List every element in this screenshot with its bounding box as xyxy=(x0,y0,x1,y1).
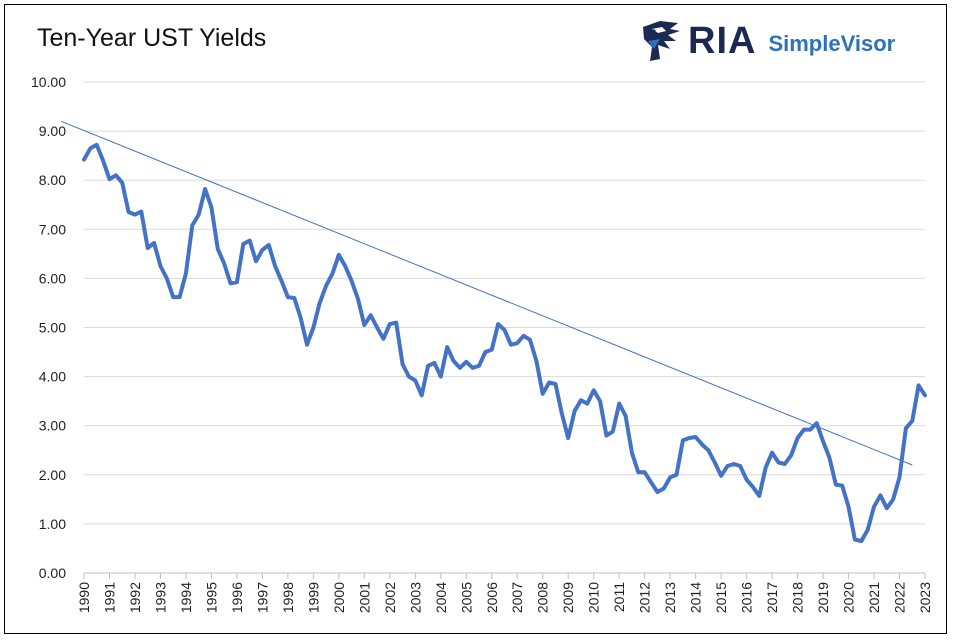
x-tick-label: 2017 xyxy=(764,582,780,613)
y-tick-label: 8.00 xyxy=(39,172,66,188)
x-tick-label: 1992 xyxy=(127,582,143,613)
x-tick-label: 1995 xyxy=(203,582,219,613)
x-tick-label: 2013 xyxy=(662,582,678,613)
x-tick-label: 2006 xyxy=(484,582,500,613)
eagle-logo-icon xyxy=(643,21,680,61)
x-tick-label: 2010 xyxy=(586,582,602,613)
x-tick-label: 2020 xyxy=(841,582,857,613)
x-tick-label: 1990 xyxy=(76,582,92,613)
x-tick-label: 2007 xyxy=(509,582,525,613)
x-tick-label: 1994 xyxy=(178,582,194,613)
x-tick-label: 2015 xyxy=(713,582,729,613)
x-tick-label: 1998 xyxy=(280,582,296,613)
logo-product-text: SimpleVisor xyxy=(768,31,896,56)
y-axis-tick-labels: 0.00 1.00 2.00 3.00 4.00 5.00 6.00 7.00 8.00 9.00… xyxy=(31,74,66,581)
y-tick-label: 3.00 xyxy=(39,418,66,434)
trendline xyxy=(60,120,913,466)
logo-brand-text: RIA xyxy=(688,19,757,62)
y-tick-label: 1.00 xyxy=(39,516,66,532)
x-tick-label: 2009 xyxy=(560,582,576,613)
x-tick-label: 2008 xyxy=(535,582,551,613)
x-tick-label: 2021 xyxy=(866,582,882,613)
x-tick-label: 2023 xyxy=(917,582,933,613)
x-tick-label: 2003 xyxy=(407,582,423,613)
x-tick-label: 2022 xyxy=(892,582,908,613)
x-tick-label: 2014 xyxy=(688,582,704,613)
x-axis: 1990 1991 1992 1993 1994 1995 1996 1997 1998 1999… xyxy=(76,572,933,613)
y-tick-label: 10.00 xyxy=(31,74,66,90)
y-tick-label: 7.00 xyxy=(39,221,66,237)
x-tick-label: 2005 xyxy=(458,582,474,613)
x-tick-label: 2019 xyxy=(815,582,831,613)
logo: RIA SimpleVisor xyxy=(640,18,895,64)
y-tick-label: 4.00 xyxy=(39,369,66,385)
x-tick-label: 2004 xyxy=(433,582,449,613)
y-tick-label: 6.00 xyxy=(39,270,66,286)
y-tick-label: 9.00 xyxy=(39,123,66,139)
y-tick-label: 5.00 xyxy=(39,320,66,336)
x-tick-label: 1991 xyxy=(101,582,117,613)
x-tick-label: 1996 xyxy=(229,582,245,613)
x-tick-label: 2011 xyxy=(611,582,627,612)
chart-frame xyxy=(4,4,947,634)
chart-title: Ten-Year UST Yields xyxy=(37,24,267,52)
x-tick-label: 2012 xyxy=(637,582,653,613)
x-tick-label: 1999 xyxy=(305,582,321,613)
series-line-0 xyxy=(82,142,927,544)
gridlines xyxy=(84,81,925,525)
x-tick-label: 2002 xyxy=(382,582,398,613)
x-tick-label: 1997 xyxy=(254,582,270,613)
x-tick-label: 2016 xyxy=(739,582,755,613)
x-tick-label: 1993 xyxy=(152,582,168,613)
series-layer xyxy=(60,120,927,544)
x-tick-label: 2018 xyxy=(790,582,806,613)
y-tick-label: 0.00 xyxy=(39,565,66,581)
x-tick-label: 2000 xyxy=(331,582,347,613)
y-tick-label: 2.00 xyxy=(39,467,66,483)
x-tick-label: 2001 xyxy=(356,582,372,613)
